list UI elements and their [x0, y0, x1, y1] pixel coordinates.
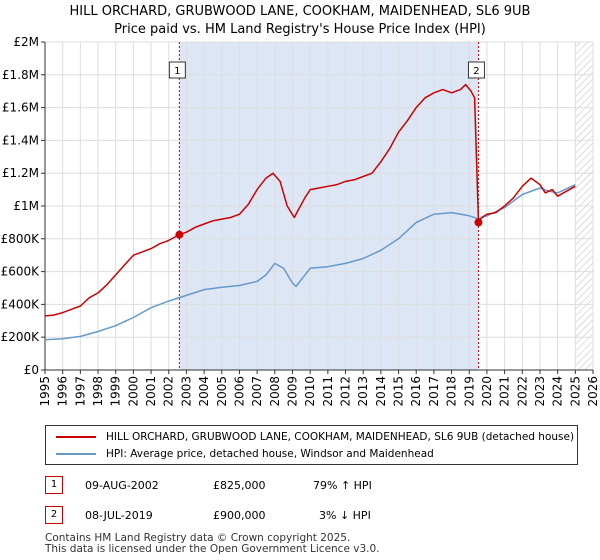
- transaction-hpi-change: 3% ↓ HPI: [319, 509, 371, 522]
- x-tick-label: 2005: [215, 376, 229, 407]
- x-tick-label: 2025: [568, 376, 582, 407]
- x-tick-label: 2020: [480, 376, 494, 407]
- x-tick-label: 2021: [498, 376, 512, 407]
- y-tick-label: £1.8M: [2, 68, 39, 82]
- footer-copyright: Contains HM Land Registry data © Crown c…: [45, 532, 351, 544]
- y-tick-label: £1.2M: [2, 166, 39, 180]
- transaction-row: 1 09-AUG-2002 £825,000 79% ↑ HPI: [45, 476, 585, 496]
- x-tick-label: 2004: [197, 376, 211, 407]
- transaction-badge: 2: [45, 506, 63, 524]
- x-tick-label: 2024: [551, 376, 565, 407]
- x-tick-label: 1996: [56, 376, 70, 407]
- x-tick-label: 2013: [356, 376, 370, 407]
- transaction-date: 09-AUG-2002: [85, 479, 159, 492]
- x-tick-label: 1995: [38, 376, 52, 407]
- x-tick-label: 1999: [109, 376, 123, 407]
- x-tick-label: 2015: [392, 376, 406, 407]
- x-tick-label: 2012: [339, 376, 353, 407]
- y-tick-label: £800K: [1, 232, 41, 246]
- y-tick-label: £1.4M: [2, 133, 39, 147]
- legend-swatch-property: [56, 436, 96, 438]
- y-tick-label: £400K: [1, 297, 41, 311]
- x-tick-label: 2022: [515, 376, 529, 407]
- x-tick-label: 2014: [374, 376, 388, 407]
- x-tick-label: 2001: [144, 376, 158, 407]
- property-price-line: [44, 83, 576, 317]
- legend-item-hpi: HPI: Average price, detached house, Wind…: [56, 446, 434, 462]
- x-tick-label: 2006: [232, 376, 246, 407]
- x-tick-label: 2008: [268, 376, 282, 407]
- transaction-label-box: [168, 61, 186, 79]
- transaction-price: £825,000: [213, 479, 266, 492]
- hpi-line: [44, 184, 576, 341]
- legend-swatch-hpi: [56, 453, 96, 455]
- x-tick-label: 2016: [409, 376, 423, 407]
- y-tick-label: £200K: [1, 330, 41, 344]
- transaction-point: [175, 230, 184, 239]
- x-tick-label: 2003: [179, 376, 193, 407]
- transaction-point: [474, 218, 483, 227]
- x-tick-label: 2010: [303, 376, 317, 407]
- transaction-label: 1: [174, 66, 180, 77]
- y-tick-label: £0: [24, 363, 39, 377]
- x-tick-label: 2023: [533, 376, 547, 407]
- price-chart: £0 £200K £400K £600K £800K £1M £1.2M £1.4M £1.6M…: [1, 35, 600, 407]
- x-tick-label: 2009: [285, 376, 299, 407]
- y-tick-label: £1.6M: [2, 101, 39, 115]
- x-tick-label: 2002: [162, 376, 176, 407]
- y-tick-label: £2M: [13, 35, 39, 49]
- transaction-label: 2: [473, 66, 479, 77]
- x-tick-label: 1997: [73, 376, 87, 407]
- transaction-hpi-change: 79% ↑ HPI: [313, 479, 372, 492]
- y-tick-label: £1M: [13, 199, 39, 213]
- legend-label-property: HILL ORCHARD, GRUBWOOD LANE, COOKHAM, MA…: [106, 431, 575, 443]
- transaction-date: 08-JUL-2019: [85, 509, 153, 522]
- x-tick-label: 2011: [321, 376, 335, 407]
- x-tick-label: 2007: [250, 376, 264, 407]
- chart-subtitle: Price paid vs. HM Land Registry's House …: [114, 22, 486, 37]
- x-tick-label: 2018: [445, 376, 459, 407]
- chart-title: HILL ORCHARD, GRUBWOOD LANE, COOKHAM, MA…: [69, 4, 531, 19]
- transaction-badge: 1: [45, 476, 63, 494]
- chart-legend: HILL ORCHARD, GRUBWOOD LANE, COOKHAM, MA…: [45, 425, 578, 465]
- transaction-row: 2 08-JUL-2019 £900,000 3% ↓ HPI: [45, 506, 585, 526]
- x-tick-label: 1998: [91, 376, 105, 407]
- x-tick-label: 2026: [586, 376, 600, 407]
- x-tick-label: 2017: [427, 376, 441, 407]
- legend-label-hpi: HPI: Average price, detached house, Wind…: [106, 448, 434, 460]
- y-tick-label: £600K: [1, 265, 41, 279]
- transaction-label-box: [467, 61, 485, 79]
- transaction-price: £900,000: [213, 509, 266, 522]
- x-tick-label: 2019: [462, 376, 476, 407]
- x-tick-label: 2000: [126, 376, 140, 407]
- legend-item-property: HILL ORCHARD, GRUBWOOD LANE, COOKHAM, MA…: [56, 429, 574, 445]
- footer-license: This data is licensed under the Open Gov…: [45, 543, 380, 555]
